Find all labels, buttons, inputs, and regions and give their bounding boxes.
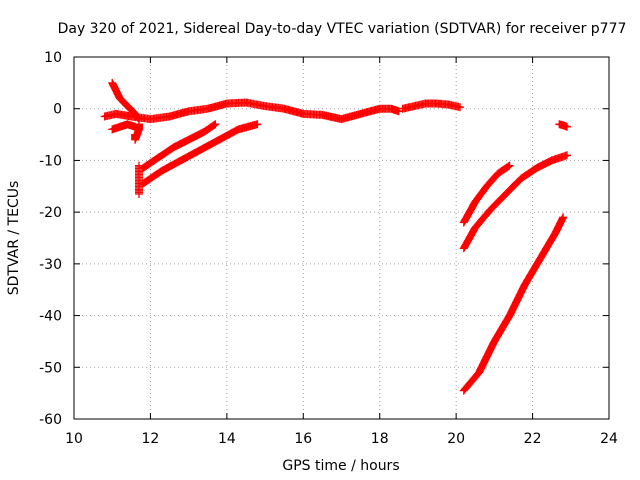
series-track-12 (555, 120, 571, 131)
x-tick-label: 14 (218, 431, 236, 447)
series-track-8 (135, 161, 143, 198)
marker-trail (135, 161, 143, 198)
series-track-1 (100, 98, 403, 124)
y-tick-label: -60 (39, 412, 62, 428)
grid (74, 57, 609, 419)
y-tick-label: -20 (39, 205, 62, 221)
marker-trail (398, 99, 464, 113)
series-track-4 (108, 120, 140, 134)
series-track-11 (459, 213, 568, 395)
x-axis-label: GPS time / hours (282, 458, 399, 474)
series-track-2 (398, 99, 464, 113)
marker-trail (555, 120, 571, 131)
marker-trail (100, 98, 403, 124)
marker-trail (108, 78, 143, 124)
marker-trail (459, 213, 568, 395)
y-tick-label: -10 (39, 153, 62, 169)
plot-frame (73, 56, 610, 420)
axis-ticks: 10 12 14 16 18 20 22 24 10 0 -10 -20 -30 -40 -50 -60 (39, 50, 618, 447)
y-tick-label: -30 (39, 257, 62, 273)
x-tick-label: 16 (294, 431, 312, 447)
marker-trail (459, 161, 514, 227)
chart-title: Day 320 of 2021, Sidereal Day-to-day VTE… (58, 21, 627, 37)
series-track-10 (459, 151, 571, 253)
marker-trail (131, 120, 143, 144)
series-track-9 (459, 161, 514, 227)
series-track-5 (131, 120, 143, 144)
x-tick-label: 24 (600, 431, 618, 447)
x-tick-label: 20 (447, 431, 465, 447)
x-tick-label: 22 (524, 431, 542, 447)
data-points (100, 78, 571, 395)
marker-trail (459, 151, 571, 253)
x-tick-label: 10 (65, 431, 83, 447)
y-tick-label: 10 (44, 50, 62, 66)
series-track-3 (108, 78, 143, 124)
x-tick-label: 12 (142, 431, 160, 447)
y-axis-label: SDTVAR / TECUs (6, 181, 22, 296)
y-tick-label: -40 (39, 309, 62, 325)
y-tick-label: 0 (53, 102, 62, 118)
y-tick-label: -50 (39, 360, 62, 376)
marker-trail (108, 120, 140, 134)
x-tick-label: 18 (371, 431, 389, 447)
